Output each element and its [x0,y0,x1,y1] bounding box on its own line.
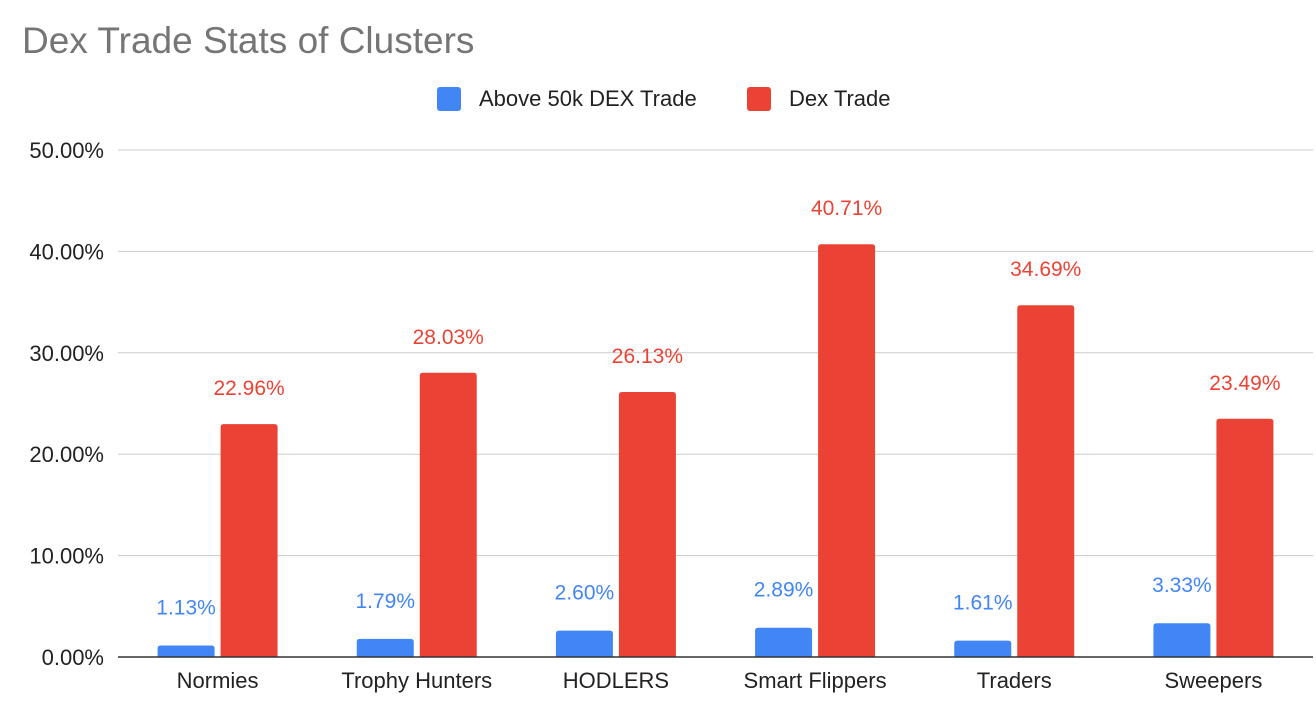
bar-above-50k[interactable] [356,638,414,657]
x-category-label: Traders [977,668,1052,693]
y-tick-label: 10.00% [29,544,104,569]
y-axis-ticks: 0.00% 10.00% 20.00% 30.00% 40.00% 50.00% [29,138,104,670]
bar-above-50k[interactable] [1153,623,1211,657]
bar-dex-trade[interactable] [419,372,477,657]
data-label: 1.79% [355,590,415,613]
data-label: 26.13% [612,345,683,368]
bar-dex-trade[interactable] [618,392,676,657]
legend-swatch-icon [437,87,461,111]
x-category-label: HODLERS [563,668,669,693]
bar-dex-trade[interactable] [818,244,876,657]
y-tick-label: 20.00% [29,442,104,467]
data-label: 22.96% [213,377,284,400]
bar-above-50k[interactable] [157,645,215,657]
data-label: 1.13% [156,597,216,620]
bar-above-50k[interactable] [555,630,613,657]
bars [157,244,1274,657]
legend-item-above-50k[interactable]: Above 50k DEX Trade [437,86,697,112]
legend: Above 50k DEX Trade Dex Trade [0,86,1316,116]
data-label: 40.71% [811,197,882,220]
data-label: 3.33% [1152,574,1212,597]
data-label: 23.49% [1209,372,1280,395]
y-tick-label: 30.00% [29,341,104,366]
x-axis-categories: Normies Trophy Hunters HODLERS Smart Flippe… [177,668,1263,693]
data-label: 2.89% [754,579,814,602]
y-tick-label: 0.00% [42,645,104,670]
gridlines [118,149,1313,557]
data-label: 1.61% [953,592,1013,615]
y-tick-label: 40.00% [29,239,104,264]
data-label: 28.03% [413,326,484,349]
legend-label-dex-trade: Dex Trade [789,86,891,111]
x-category-label: Sweepers [1164,668,1262,693]
chart-title: Dex Trade Stats of Clusters [22,20,475,61]
legend-label-above-50k: Above 50k DEX Trade [479,86,697,111]
legend-swatch-icon [747,87,771,111]
bar-dex-trade[interactable] [1216,418,1274,657]
x-category-label: Trophy Hunters [341,668,492,693]
data-label: 34.69% [1010,258,1081,281]
legend-item-dex-trade[interactable]: Dex Trade [747,86,891,112]
bar-dex-trade[interactable] [220,424,278,657]
bar-dex-trade[interactable] [1017,305,1075,657]
data-labels: 1.13% 22.96% 1.79% 28.03% 2.60% 26.13% 2.89% 40… [156,197,1280,619]
bar-above-50k[interactable] [755,627,813,657]
y-tick-label: 50.00% [29,138,104,163]
bar-above-50k[interactable] [954,640,1012,657]
x-category-label: Smart Flippers [744,668,887,693]
x-category-label: Normies [177,668,259,693]
data-label: 2.60% [555,582,615,605]
